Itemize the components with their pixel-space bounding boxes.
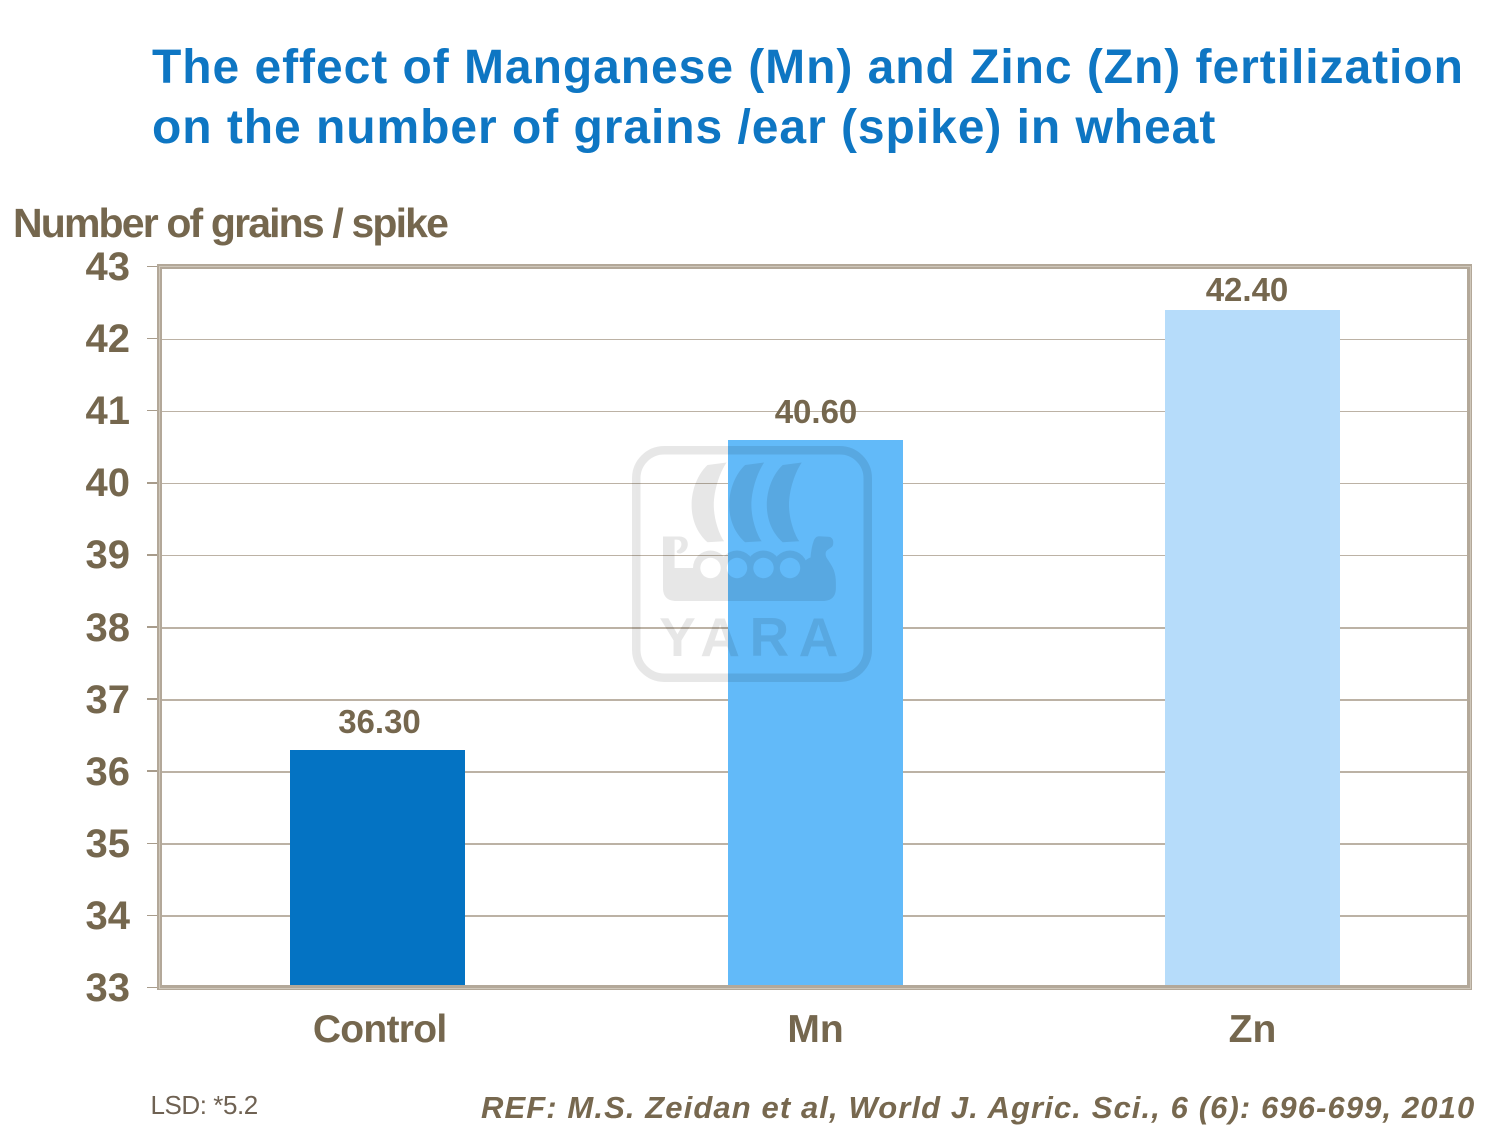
svg-text:YARA: YARA xyxy=(659,606,848,668)
